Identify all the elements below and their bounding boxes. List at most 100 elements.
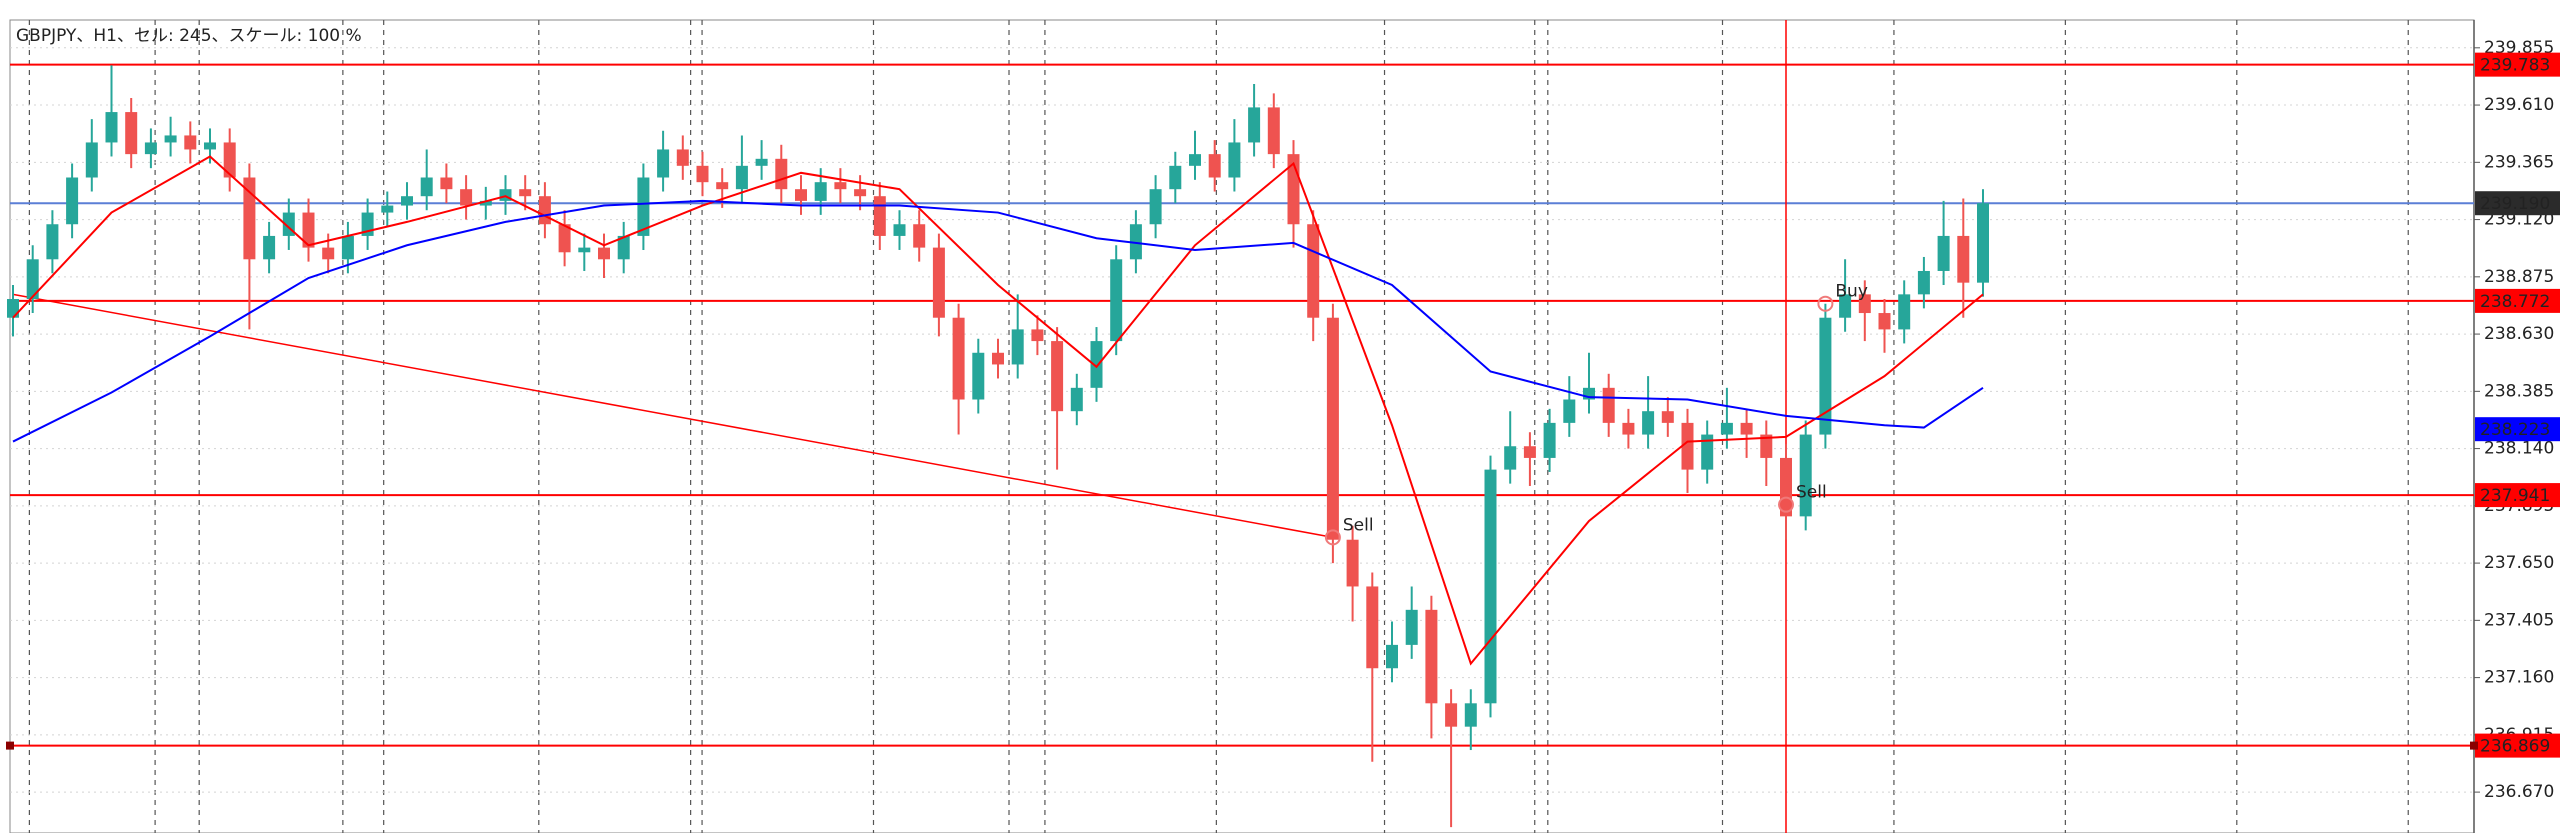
candle-body [1070, 387, 1083, 412]
candle-body [1977, 203, 1989, 283]
candle-body [125, 112, 138, 155]
candle-body [1366, 586, 1379, 669]
trade-marker [1778, 496, 1794, 513]
candle-body [1208, 154, 1221, 178]
candle-body [716, 182, 729, 190]
candle-body [263, 235, 276, 260]
candle-body [1090, 341, 1103, 388]
level-label: 239.783 [2480, 56, 2550, 76]
candle-body [775, 158, 788, 190]
candle-body [735, 165, 748, 190]
candle-body [499, 189, 512, 201]
chart-title: GBPJPY、H1、セル: 245、スケール: 100 % [16, 26, 362, 46]
level-label: 239.190 [2480, 194, 2550, 214]
candle-body [1780, 457, 1792, 517]
candle-body [913, 224, 926, 248]
level-box [2475, 417, 2560, 442]
trade-marker-label: Buy [1835, 282, 1868, 302]
candle-body [1720, 422, 1733, 435]
candle-body [1189, 154, 1201, 166]
candle-body [932, 247, 945, 318]
y-tick-label: 237.650 [2484, 553, 2554, 573]
trend-line [12, 293, 1334, 539]
y-tick-label: 238.630 [2484, 324, 2554, 344]
candle-body [1661, 411, 1674, 423]
y-tick-label: 239.365 [2484, 152, 2554, 172]
candle-body [144, 142, 157, 155]
candle-body [223, 142, 236, 178]
level-box [2475, 483, 2560, 508]
candle-body [1878, 313, 1891, 330]
candle-body [66, 177, 79, 225]
trade-marker-label: Sell [1796, 483, 1827, 503]
candle-body [873, 196, 886, 236]
candle-body [243, 177, 256, 260]
candle-body [164, 135, 177, 143]
ma-line [12, 199, 1984, 443]
level-label: 238.772 [2480, 292, 2550, 312]
candle-body [657, 149, 670, 178]
candle-body [992, 352, 1004, 365]
candle-body [1701, 434, 1714, 470]
candle-body [578, 247, 591, 253]
y-tick-label: 238.385 [2484, 381, 2554, 401]
candle-body [1957, 235, 1970, 283]
candle-body [1622, 422, 1635, 435]
candle-body [381, 205, 394, 213]
candle-body [1760, 434, 1773, 458]
level-box [2475, 733, 2560, 758]
candle-body [1129, 224, 1142, 260]
candle-body [204, 142, 216, 150]
candle-body [676, 149, 689, 166]
candle-body [1523, 446, 1536, 458]
candle-body [1898, 294, 1911, 330]
candle-body [854, 189, 867, 197]
candle-body [538, 196, 551, 225]
candle-body [598, 247, 610, 260]
candle-body [1405, 609, 1418, 645]
y-tick-label: 238.140 [2484, 439, 2554, 459]
candle-body [1346, 539, 1359, 587]
y-tick-label: 239.610 [2484, 95, 2554, 115]
candle-body [558, 224, 571, 253]
candle-body [755, 158, 768, 166]
candle-body [696, 165, 709, 183]
candle-body [1248, 107, 1261, 143]
candle-body [1031, 329, 1044, 342]
level-handle [2470, 741, 2478, 750]
candle-body [440, 177, 453, 190]
candle-body [7, 299, 19, 318]
candle-body [1169, 165, 1182, 190]
y-tick-label: 237.160 [2484, 668, 2554, 688]
candle-body [302, 212, 315, 248]
level-handle [6, 741, 14, 750]
y-tick-label: 236.670 [2484, 782, 2554, 802]
candle-body [1228, 142, 1241, 178]
candle-body [617, 235, 630, 260]
candle-body [814, 182, 827, 201]
candle-body [401, 196, 413, 206]
level-label: 237.941 [2480, 486, 2550, 506]
candle-body [460, 189, 473, 206]
level-label: 236.869 [2480, 737, 2550, 757]
candle-body [1799, 434, 1812, 517]
candle-body [420, 177, 433, 197]
candle-body [1445, 703, 1458, 727]
candle-body [1504, 446, 1517, 470]
candle-body [1937, 235, 1950, 271]
trade-marker-label: Sell [1343, 515, 1374, 535]
y-tick-label: 238.875 [2484, 267, 2554, 287]
candle-body [834, 182, 847, 190]
level-box [2475, 52, 2560, 77]
candle-body [105, 112, 118, 143]
candle-body [1858, 294, 1871, 314]
candle-body [1464, 703, 1477, 727]
candle-body [637, 177, 650, 236]
candle-body [1543, 422, 1556, 458]
candle-body [1917, 270, 1930, 295]
level-box [2475, 288, 2560, 313]
ma-line [12, 155, 1984, 666]
candle-body [1425, 609, 1438, 704]
